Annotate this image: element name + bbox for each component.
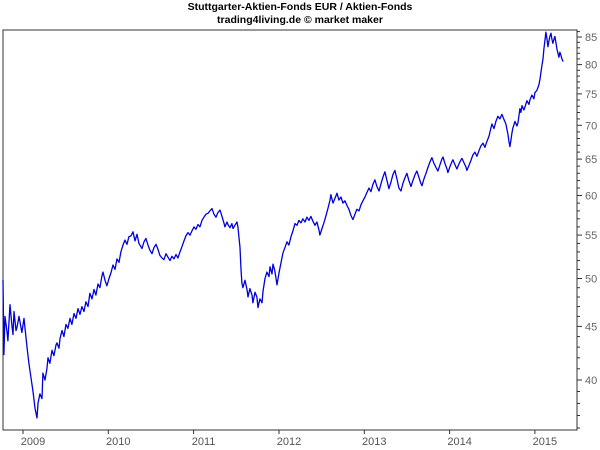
y-axis-label: 85 [585, 32, 597, 44]
x-axis-label: 2009 [21, 436, 45, 448]
x-axis-label: 2015 [533, 436, 557, 448]
chart-subtitle: trading4living.de © market maker [217, 14, 383, 26]
chart-frame [2, 29, 578, 431]
y-axis-label: 40 [585, 375, 597, 387]
chart-title: Stuttgarter-Aktien-Fonds EUR / Aktien-Fo… [187, 1, 413, 13]
x-axis-label: 2011 [192, 436, 216, 448]
price-line [2, 31, 564, 419]
y-axis-label: 80 [585, 60, 597, 72]
chart-header: Stuttgarter-Aktien-Fonds EUR / Aktien-Fo… [0, 1, 600, 27]
y-axis-label: 45 [585, 321, 597, 333]
x-axis-label: 2010 [106, 436, 130, 448]
y-axis-label: 70 [585, 120, 597, 132]
y-axis-label: 50 [585, 274, 597, 286]
x-axis-label: 2014 [447, 436, 471, 448]
y-axis-label: 60 [585, 191, 597, 203]
y-axis-label: 65 [585, 154, 597, 166]
y-axis-label: 75 [585, 89, 597, 101]
x-axis-label: 2012 [277, 436, 301, 448]
y-axis-label: 55 [585, 230, 597, 242]
x-axis-label: 2013 [362, 436, 386, 448]
